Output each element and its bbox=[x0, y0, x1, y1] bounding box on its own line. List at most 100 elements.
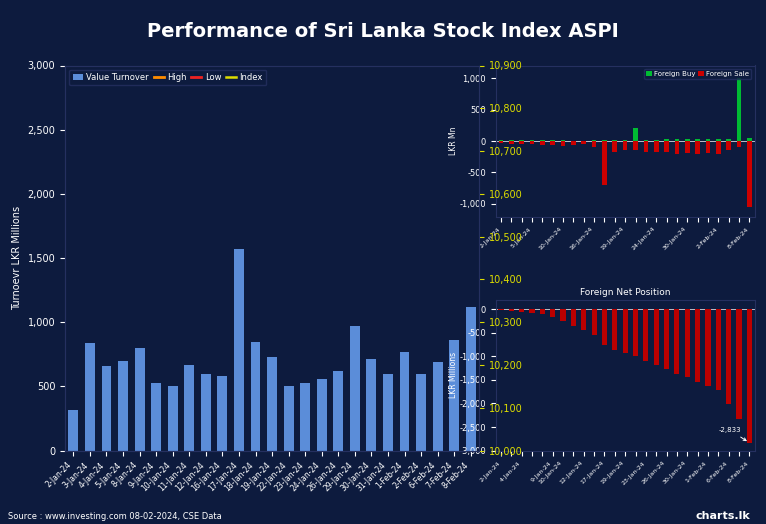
Text: charts.lk: charts.lk bbox=[696, 511, 751, 521]
Bar bbox=[218, 376, 228, 451]
Bar bbox=[509, 309, 514, 311]
Bar bbox=[283, 387, 293, 451]
Bar bbox=[664, 139, 669, 141]
Text: -2,833: -2,833 bbox=[719, 427, 746, 441]
Bar bbox=[643, 309, 649, 361]
Bar bbox=[433, 362, 443, 451]
Bar bbox=[68, 410, 78, 451]
Bar bbox=[466, 307, 476, 451]
Bar bbox=[519, 141, 524, 144]
Bar bbox=[201, 374, 211, 451]
Bar bbox=[317, 379, 326, 451]
Bar bbox=[613, 140, 617, 141]
Bar bbox=[581, 309, 586, 330]
Bar bbox=[736, 309, 741, 419]
Bar bbox=[551, 140, 555, 141]
Bar bbox=[383, 374, 393, 451]
Bar bbox=[695, 309, 700, 381]
Bar bbox=[366, 359, 376, 451]
Bar bbox=[602, 141, 607, 185]
Bar bbox=[592, 141, 597, 147]
Bar bbox=[643, 140, 648, 141]
Bar bbox=[519, 309, 524, 312]
Bar bbox=[561, 141, 565, 146]
Bar bbox=[716, 138, 721, 141]
Bar bbox=[571, 309, 576, 326]
Bar bbox=[333, 371, 343, 451]
Bar bbox=[168, 387, 178, 451]
Bar bbox=[612, 309, 617, 350]
Y-axis label: LKR Millions: LKR Millions bbox=[449, 352, 458, 398]
Bar bbox=[85, 343, 95, 451]
Bar bbox=[509, 141, 514, 144]
Bar bbox=[654, 140, 659, 141]
Bar bbox=[747, 309, 752, 443]
Bar bbox=[592, 140, 597, 141]
Bar bbox=[550, 309, 555, 316]
Bar bbox=[350, 326, 360, 451]
Bar bbox=[747, 138, 751, 141]
Bar bbox=[499, 141, 503, 143]
Bar bbox=[540, 141, 545, 145]
Bar bbox=[300, 383, 310, 451]
Bar bbox=[509, 140, 514, 141]
Bar bbox=[234, 249, 244, 451]
Bar bbox=[602, 309, 607, 345]
Bar bbox=[118, 361, 128, 451]
Bar bbox=[726, 139, 731, 141]
Bar bbox=[685, 139, 689, 141]
Bar bbox=[633, 309, 638, 356]
Bar bbox=[591, 309, 597, 335]
Y-axis label: LKR Mn: LKR Mn bbox=[449, 127, 458, 155]
Bar bbox=[581, 141, 586, 144]
Bar bbox=[664, 309, 669, 369]
Bar bbox=[685, 141, 689, 153]
Bar bbox=[623, 309, 628, 353]
Bar bbox=[674, 309, 679, 374]
Bar bbox=[602, 140, 607, 141]
Bar bbox=[529, 309, 535, 313]
Bar bbox=[250, 342, 260, 451]
Legend: Value Turnover, High, Low, Index: Value Turnover, High, Low, Index bbox=[69, 70, 267, 85]
Bar bbox=[737, 78, 741, 141]
Bar bbox=[654, 141, 659, 152]
Bar bbox=[530, 140, 535, 141]
Bar bbox=[449, 340, 459, 451]
Bar bbox=[499, 140, 503, 141]
Bar bbox=[571, 141, 576, 145]
Bar bbox=[561, 309, 565, 321]
Bar bbox=[561, 140, 565, 141]
Bar bbox=[685, 309, 690, 377]
Bar bbox=[613, 141, 617, 152]
Bar bbox=[696, 141, 700, 154]
Bar bbox=[540, 140, 545, 141]
Bar bbox=[151, 383, 161, 451]
Bar bbox=[400, 352, 410, 451]
Bar bbox=[416, 374, 426, 451]
Bar bbox=[705, 141, 710, 153]
Bar bbox=[135, 348, 145, 451]
Bar bbox=[551, 141, 555, 146]
Title: Foreign Net Position: Foreign Net Position bbox=[580, 288, 670, 298]
Bar bbox=[267, 357, 277, 451]
Bar bbox=[102, 366, 112, 451]
Bar bbox=[696, 139, 700, 141]
Bar bbox=[675, 141, 679, 154]
Legend: Foreign Buy, Foreign Sale: Foreign Buy, Foreign Sale bbox=[644, 69, 751, 79]
Bar bbox=[185, 365, 195, 451]
Text: Performance of Sri Lanka Stock Index ASPI: Performance of Sri Lanka Stock Index ASP… bbox=[147, 22, 619, 41]
Bar bbox=[705, 139, 710, 141]
Bar bbox=[540, 309, 545, 314]
Bar bbox=[519, 140, 524, 141]
Bar bbox=[623, 140, 627, 141]
Bar bbox=[633, 141, 638, 150]
Bar bbox=[675, 139, 679, 141]
Bar bbox=[530, 141, 535, 144]
Bar bbox=[633, 128, 638, 141]
Bar bbox=[737, 141, 741, 147]
Bar bbox=[623, 141, 627, 150]
Bar bbox=[499, 309, 503, 310]
Y-axis label: Turnoevr LKR Millions: Turnoevr LKR Millions bbox=[12, 206, 22, 310]
Text: Source : www.investing.com 08-02-2024, CSE Data: Source : www.investing.com 08-02-2024, C… bbox=[8, 512, 221, 521]
Bar bbox=[726, 141, 731, 150]
